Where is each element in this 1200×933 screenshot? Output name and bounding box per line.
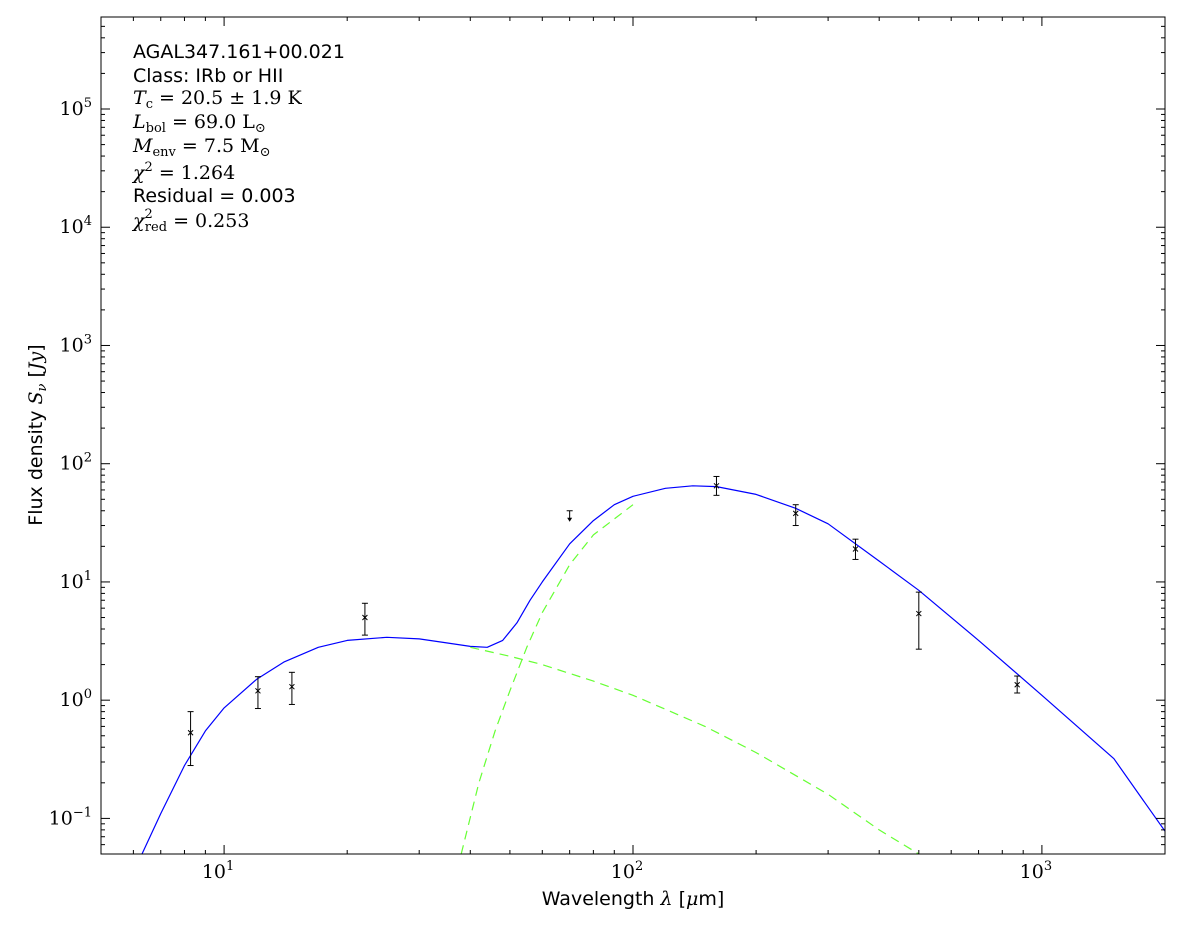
x-tick-label-2: 103: [1020, 859, 1052, 883]
data-point-5: [792, 504, 799, 527]
data-point-0: [187, 711, 194, 767]
point-marker-b: [1014, 681, 1021, 688]
reduced-chi-squared-label: χ2 red = 0.253: [131, 207, 249, 235]
plot-area: [101, 17, 1165, 854]
point-marker-b: [792, 510, 799, 517]
point-marker-b: [187, 729, 194, 736]
data-point-2: [288, 671, 295, 705]
axis-ticks: 101 102 103 10−1 100 101 102 103 104 105: [49, 16, 1166, 883]
component-curve-1: [470, 646, 920, 854]
point-marker-b: [915, 610, 922, 617]
data-point-6: [852, 538, 859, 560]
fit-annotations: AGAL347.161+00.021 Class: IRb or HII Tc …: [131, 41, 345, 235]
temperature-label: Tc = 20.5 ± 1.9 K: [133, 87, 303, 112]
model-curves: [141, 485, 1165, 854]
upper-limit-arrow: [567, 517, 573, 522]
chi-squared-label: χ2 = 1.264: [131, 160, 235, 184]
total-fit-curve: [141, 485, 1165, 854]
y-tick-label-4: 103: [60, 332, 92, 356]
y-tick-label-0: 10−1: [49, 805, 92, 829]
data-point-4: [713, 475, 720, 496]
source-name: AGAL347.161+00.021: [133, 41, 345, 63]
x-tick-label-1: 102: [611, 859, 643, 883]
point-marker-b: [852, 546, 859, 552]
y-tick-label-2: 101: [60, 569, 92, 593]
component-curve-2: [460, 504, 634, 854]
data-point-3: [361, 602, 368, 636]
upper-limit-0: [566, 510, 573, 522]
x-tick-label-0: 101: [202, 859, 234, 883]
data-point-1: [254, 676, 261, 710]
y-tick-label-3: 102: [60, 451, 92, 475]
point-marker-b: [362, 614, 368, 621]
source-class: Class: IRb or HII: [133, 65, 283, 87]
y-tick-label-1: 100: [60, 687, 92, 711]
data-points: [187, 475, 1021, 767]
y-tick-label-6: 105: [60, 96, 92, 120]
y-tick-label-5: 104: [60, 214, 92, 238]
luminosity-label: Lbol = 69.0 L⊙: [132, 111, 266, 136]
x-axis-label: Wavelength λ [μm]: [542, 888, 725, 910]
residual-label: Residual = 0.003: [133, 185, 296, 207]
data-point-8: [1014, 675, 1021, 694]
mass-label: Menv = 7.5 M⊙: [132, 135, 271, 160]
plot-frame: [100, 16, 1166, 855]
data-point-7: [915, 591, 922, 650]
point-marker-b: [713, 482, 720, 489]
y-axis-label: Flux density Sν [Jy]: [25, 344, 50, 525]
point-marker-b: [255, 687, 261, 694]
point-marker-b: [289, 683, 295, 690]
